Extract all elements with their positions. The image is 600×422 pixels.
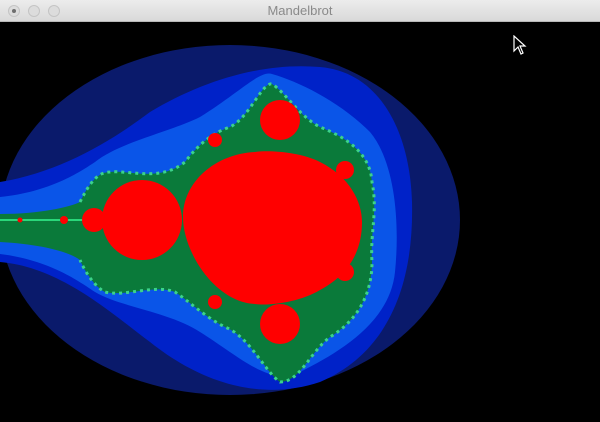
arrow-pointer-icon <box>513 35 527 55</box>
minimize-window-button[interactable] <box>28 5 40 17</box>
close-window-button[interactable] <box>8 5 20 17</box>
main-cardioid <box>183 151 362 305</box>
period-8-bulb <box>60 216 68 224</box>
lower-left-bulb <box>208 295 222 309</box>
boundary-filaments <box>78 82 376 384</box>
window-title: Mandelbrot <box>267 3 333 18</box>
mandelbrot-canvas[interactable] <box>0 22 600 422</box>
window-titlebar: Mandelbrot <box>0 0 600 22</box>
mini-mandelbrot <box>17 217 23 223</box>
zoom-window-button[interactable] <box>48 5 60 17</box>
bottom-bulb <box>260 304 300 344</box>
top-bulb <box>260 100 300 140</box>
period-4-bulb <box>82 208 106 232</box>
upper-left-bulb <box>208 133 222 147</box>
period-2-bulb <box>102 180 182 260</box>
upper-right-bulb <box>336 161 354 179</box>
lower-right-bulb <box>336 263 354 281</box>
